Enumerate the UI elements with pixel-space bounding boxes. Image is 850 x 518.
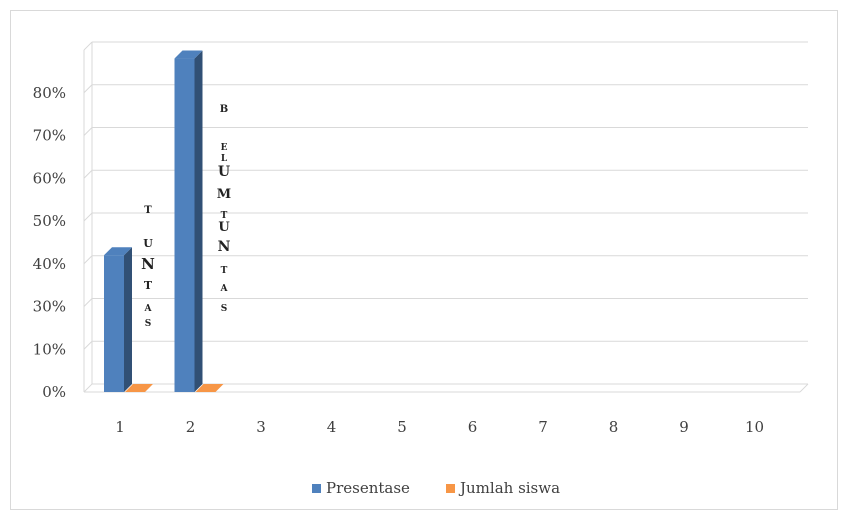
x-tick-label: 6	[468, 418, 478, 436]
gridline-stub	[83, 41, 93, 51]
bar-side	[124, 247, 132, 392]
x-tick-label: 4	[327, 418, 337, 436]
annotation-letter: N	[218, 239, 231, 255]
bar-top	[104, 247, 132, 256]
annotation-letter: S	[221, 304, 228, 314]
y-tick-label: 50%	[33, 212, 66, 230]
annotation-letter: S	[145, 319, 152, 329]
bar	[125, 384, 153, 392]
annotation-letter: T	[221, 211, 228, 221]
x-tick-label: 3	[256, 418, 266, 436]
annotation-letter: T	[144, 279, 153, 292]
annotation-letter: T	[144, 205, 152, 216]
x-tick-label: 10	[745, 418, 764, 436]
y-tick-label: 80%	[33, 84, 66, 102]
annotation-letter: U	[218, 220, 230, 235]
y-tick-label: 70%	[33, 127, 66, 145]
gridline-stub	[83, 340, 93, 350]
annotation-letter: U	[143, 237, 153, 250]
legend-swatch	[312, 484, 321, 493]
bar	[174, 58, 195, 393]
y-tick-label: 30%	[33, 298, 66, 316]
annotation-letter: B	[220, 104, 228, 115]
gridline-stub	[83, 255, 93, 265]
bar-side	[194, 50, 203, 393]
x-tick-label: 8	[609, 418, 619, 436]
x-tick-label: 7	[538, 418, 548, 436]
legend-label: Presentase	[326, 479, 410, 497]
annotation-letter: T	[221, 266, 228, 276]
gridline-stub	[83, 212, 93, 222]
bar-top	[174, 50, 203, 59]
annotation-letter: L	[221, 154, 228, 164]
x-tick-label: 2	[186, 418, 196, 436]
gridline-stub	[83, 298, 93, 307]
annotation-letter: N	[141, 255, 155, 273]
y-tick-label: 60%	[33, 169, 66, 187]
annotation-letter: A	[220, 284, 229, 294]
annotation-letter: E	[221, 143, 228, 153]
gridline-stub	[83, 169, 93, 179]
bar	[104, 255, 124, 392]
legend-label: Jumlah siswa	[458, 479, 560, 497]
y-tick-label: 0%	[42, 383, 66, 401]
y-tick-label: 40%	[33, 255, 66, 273]
legend-swatch	[446, 484, 455, 493]
annotation-letter: A	[144, 304, 153, 314]
floor-edge-right	[799, 383, 809, 393]
y-tick-label: 10%	[33, 340, 66, 358]
x-tick-label: 5	[397, 418, 407, 436]
annotation-letter: U	[218, 164, 230, 180]
bar	[195, 384, 224, 392]
x-tick-label: 9	[679, 418, 689, 436]
x-tick-label: 1	[115, 418, 125, 436]
gridline-stub	[83, 383, 93, 393]
annotation-letter: M	[217, 187, 231, 202]
gridline-stub	[83, 84, 93, 94]
gridline-stub	[83, 127, 93, 136]
chart-frame	[10, 10, 838, 510]
